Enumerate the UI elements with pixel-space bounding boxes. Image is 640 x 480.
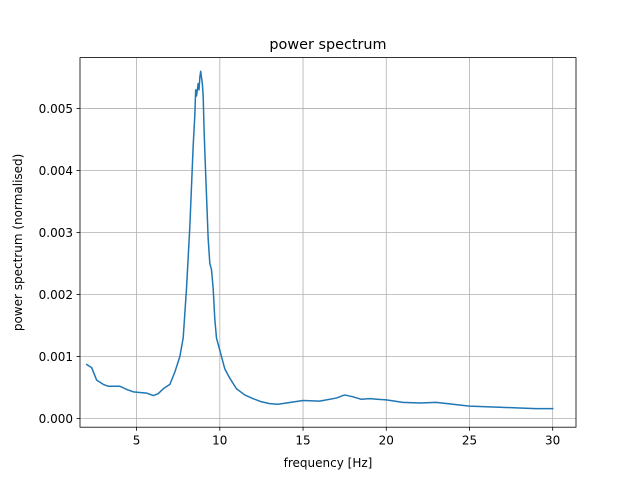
x-tick-label: 10 xyxy=(212,434,227,448)
y-axis-label: power spectrum (normalised) xyxy=(11,154,25,332)
axes-frame xyxy=(79,57,577,428)
y-tick-label: 0.003 xyxy=(39,226,73,240)
x-axis-label: frequency [Hz] xyxy=(284,456,373,470)
x-tick-label: 15 xyxy=(295,434,310,448)
x-tick-label: 5 xyxy=(133,434,141,448)
x-tick-label: 25 xyxy=(462,434,477,448)
tick-layer: 5 10 15 20 25 30 0.000 0.001 0.002 0.003 0.004 0.00… xyxy=(39,102,561,448)
y-tick-label: 0.001 xyxy=(39,350,73,364)
y-tick-label: 0.004 xyxy=(39,164,73,178)
grid-layer xyxy=(80,57,576,428)
y-tick-label: 0.002 xyxy=(39,288,73,302)
series-layer xyxy=(85,70,554,410)
x-tick-label: 30 xyxy=(545,434,560,448)
chart-title: power spectrum xyxy=(269,37,386,53)
x-tick-label: 20 xyxy=(379,434,394,448)
y-tick-label: 0.005 xyxy=(39,102,73,116)
y-tick-label: 0.000 xyxy=(39,412,73,426)
series-line-0 xyxy=(85,70,554,410)
